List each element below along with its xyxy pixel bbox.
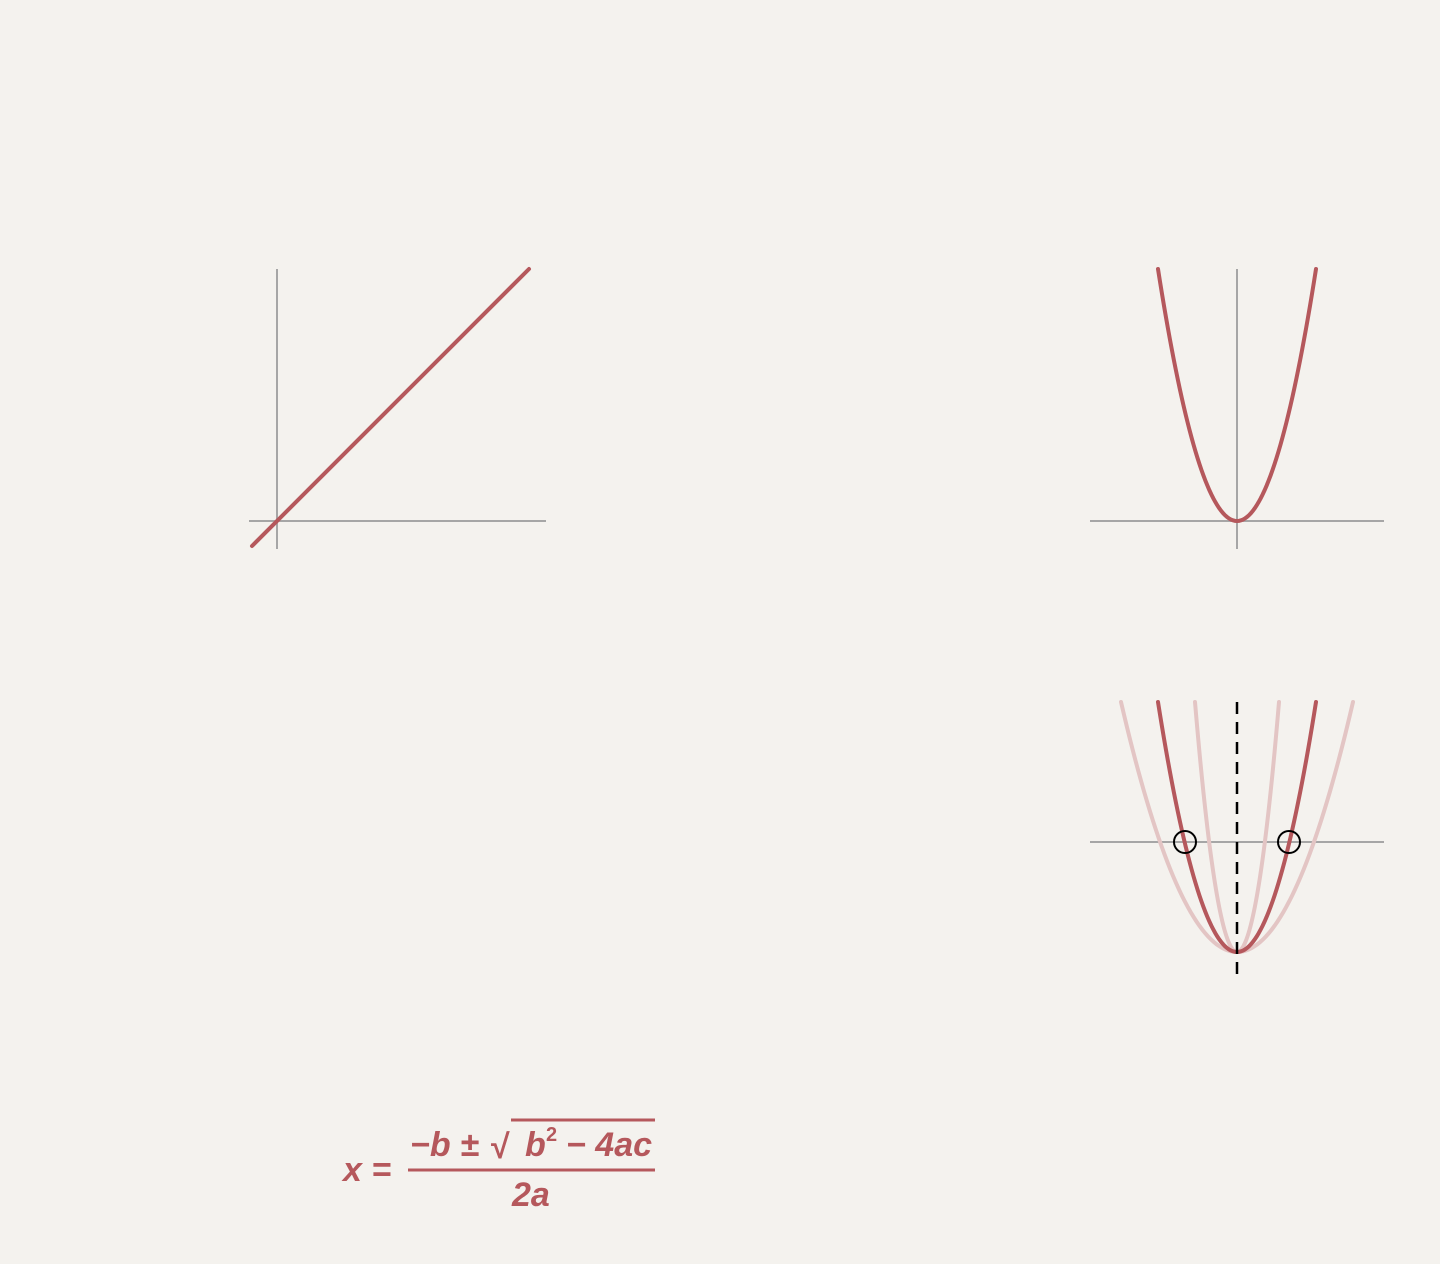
radicand-exponent: 2 xyxy=(546,1124,557,1146)
root-marker-left xyxy=(1173,830,1197,854)
quadratic-formula: x = −b ± √ b 2 − 4ac 2a xyxy=(341,1118,655,1214)
formula-numerator-lead: −b ± xyxy=(410,1126,479,1164)
radical-symbol: √ xyxy=(491,1128,510,1166)
parabola-panel xyxy=(1090,267,1384,549)
linear-panel xyxy=(249,267,546,549)
radicand-b: b xyxy=(525,1126,546,1164)
formula-lhs: x = xyxy=(341,1151,391,1189)
root-marker-right xyxy=(1277,830,1301,854)
linear-curve xyxy=(250,267,531,548)
formula-denominator: 2a xyxy=(511,1176,550,1214)
roots-panel xyxy=(1090,700,1384,982)
radicand-rest: − 4ac xyxy=(566,1126,652,1164)
parabola-curve xyxy=(1156,267,1318,524)
